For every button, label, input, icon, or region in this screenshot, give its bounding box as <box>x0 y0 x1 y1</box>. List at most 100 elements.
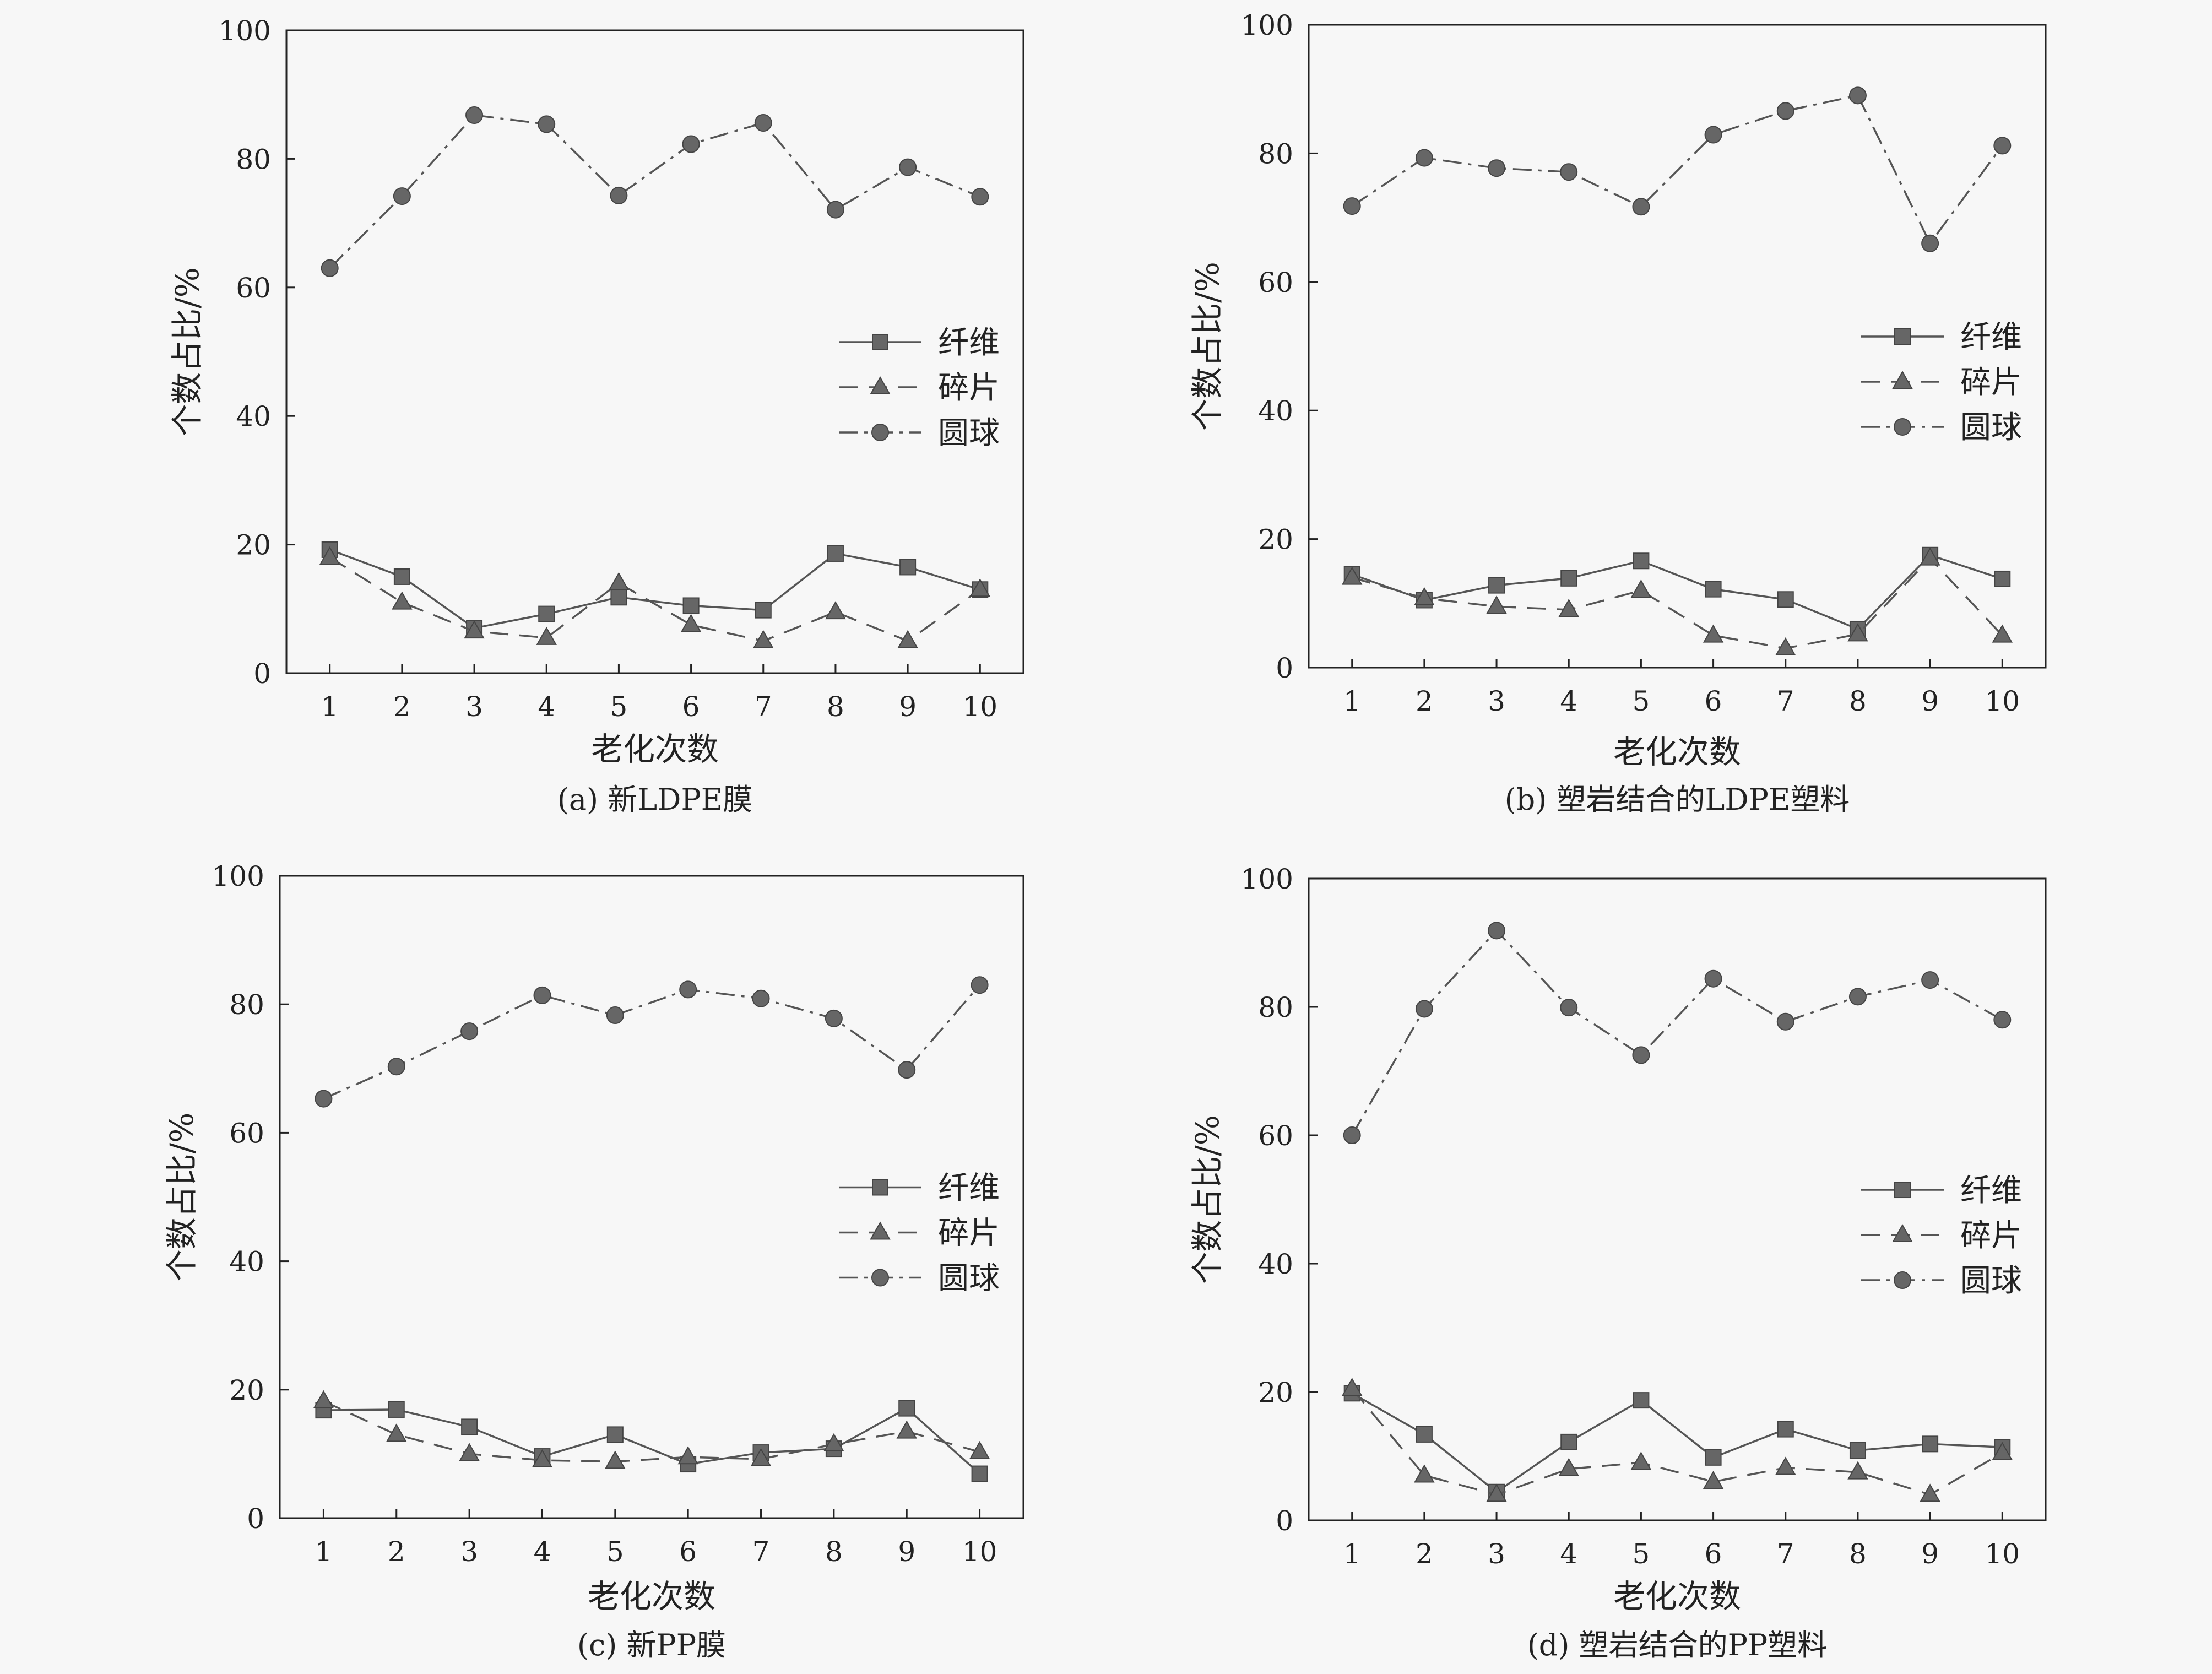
data-point <box>1705 1449 1722 1466</box>
y-tick-label: 40 <box>1258 395 1293 427</box>
y-tick-label: 0 <box>1276 1505 1293 1537</box>
data-point <box>386 1423 407 1442</box>
x-tick-label: 4 <box>534 1536 551 1568</box>
data-point <box>825 1009 843 1027</box>
data-point <box>313 1390 334 1408</box>
data-point <box>752 989 770 1007</box>
data-point <box>387 1058 405 1076</box>
y-tick-label: 100 <box>219 15 271 47</box>
data-point <box>1632 1046 1650 1064</box>
data-point <box>1775 1456 1796 1475</box>
x-tick-label: 5 <box>606 1536 624 1568</box>
series-triangle <box>319 546 991 648</box>
data-point <box>1343 1126 1361 1144</box>
data-point <box>825 601 846 620</box>
data-point <box>1777 1421 1794 1438</box>
legend-marker <box>872 333 888 350</box>
data-point <box>610 186 628 204</box>
data-point <box>1992 1442 2013 1460</box>
x-tick-label: 7 <box>755 691 772 723</box>
data-point <box>750 1448 772 1466</box>
data-point <box>1704 126 1722 144</box>
y-tick-label: 20 <box>1258 524 1293 556</box>
series-line <box>1352 557 2003 649</box>
series-square <box>1343 1385 2011 1500</box>
data-point <box>1920 547 1940 566</box>
data-point <box>1921 234 1939 252</box>
data-point <box>538 605 555 622</box>
x-tick-label: 5 <box>1633 685 1650 717</box>
x-tick-label: 8 <box>825 1536 843 1568</box>
x-tick-label: 2 <box>1416 1538 1433 1570</box>
data-point <box>1341 566 1363 585</box>
y-tick-label: 0 <box>247 1503 264 1535</box>
series-line <box>329 549 980 630</box>
x-tick-label: 6 <box>1705 685 1722 717</box>
legend-label: 碎片 <box>1960 365 2022 400</box>
legend-marker <box>1894 1271 1911 1290</box>
x-tick-label: 3 <box>465 691 483 723</box>
chart-panel-a: 0 20 40 60 80 100 1 2 3 4 5 6 7 8 9 10 老化次数 个数占比/% (a) 新LD… <box>169 15 1024 817</box>
data-point <box>1922 1435 1939 1453</box>
data-point <box>392 591 413 610</box>
series-line <box>329 556 981 642</box>
x-tick-label: 1 <box>315 1536 333 1568</box>
series-line <box>329 114 980 269</box>
x-tick-label: 3 <box>1488 1538 1505 1570</box>
series-circle <box>321 106 989 277</box>
series-square <box>321 541 989 637</box>
data-point <box>1632 198 1650 216</box>
x-axis-label: 老化次数 <box>591 730 719 768</box>
data-point <box>608 572 630 590</box>
chart-panel-d: 0 20 40 60 80 100 1 2 3 4 5 6 7 8 9 10 老化次数 个数占比/% (d) 塑岩结… <box>1189 863 2047 1662</box>
x-tick-label: 7 <box>752 1536 770 1568</box>
series-triangle <box>1341 547 2013 655</box>
data-point <box>1488 922 1506 940</box>
x-tick-label: 9 <box>898 1536 915 1568</box>
legend-label: 纤维 <box>1960 319 2022 355</box>
data-point <box>971 1465 988 1482</box>
series-line <box>1351 1392 2003 1493</box>
data-point <box>393 568 410 585</box>
legend-marker <box>870 1221 891 1240</box>
y-tick-label: 100 <box>1241 863 1293 895</box>
data-point <box>1705 581 1722 598</box>
data-point <box>1630 1451 1652 1470</box>
data-point <box>319 546 340 565</box>
y-tick-label: 0 <box>1276 652 1293 684</box>
data-point <box>1414 1464 1435 1483</box>
x-axis-label: 老化次数 <box>588 1578 715 1615</box>
legend-label: 圆球 <box>1960 410 2022 446</box>
data-point <box>606 1426 624 1443</box>
data-point <box>754 114 772 132</box>
x-tick-label: 2 <box>1416 685 1433 717</box>
y-tick-label: 80 <box>236 143 271 175</box>
y-axis-label: 个数占比/% <box>1189 1115 1226 1284</box>
data-point <box>464 620 485 639</box>
y-axis-label: 个数占比/% <box>163 1113 200 1282</box>
legend-label: 碎片 <box>938 1216 1000 1252</box>
y-tick-label: 20 <box>1258 1377 1293 1408</box>
y-tick-label: 80 <box>229 989 264 1021</box>
data-point <box>610 589 627 606</box>
plot-frame <box>1308 877 2047 1521</box>
data-point <box>1703 624 1724 643</box>
data-point <box>388 1401 405 1418</box>
legend-label: 纤维 <box>1960 1173 2022 1209</box>
x-tick-label: 8 <box>827 691 844 723</box>
data-point <box>1633 1392 1650 1409</box>
data-point <box>682 135 700 153</box>
x-tick-label: 8 <box>1849 685 1867 717</box>
x-tick-label: 9 <box>899 691 917 723</box>
data-point <box>532 1449 553 1468</box>
data-point <box>1415 1000 1433 1018</box>
legend-label: 圆球 <box>938 1261 1000 1297</box>
legend-label: 圆球 <box>1960 1263 2022 1299</box>
series-square <box>315 1400 988 1482</box>
y-tick-label: 40 <box>1258 1248 1293 1280</box>
legend-label: 圆球 <box>938 415 1000 451</box>
plot-frame <box>1308 24 2047 669</box>
y-tick-label: 60 <box>236 272 271 304</box>
